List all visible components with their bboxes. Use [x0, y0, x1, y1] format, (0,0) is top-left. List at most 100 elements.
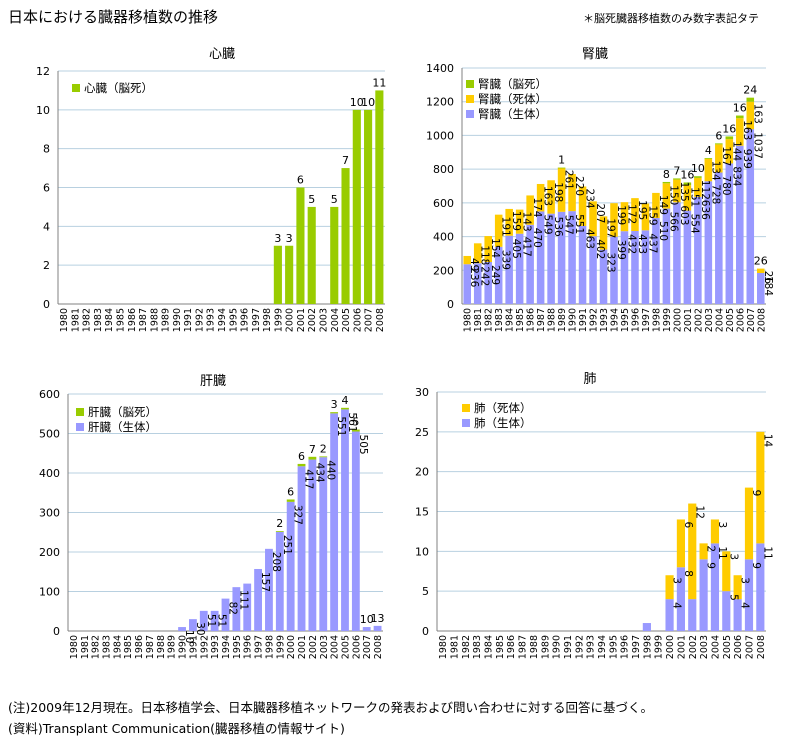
x-tick-label: 1996 — [620, 635, 631, 659]
data-label: 163 — [751, 104, 763, 124]
data-label: 4 — [705, 144, 712, 157]
bar-heart-0 — [330, 206, 339, 304]
x-tick-label: 1993 — [206, 308, 217, 332]
bar-liver-0 — [286, 501, 295, 631]
legend-label: 肝臓（脳死） — [88, 405, 157, 419]
bar-kidney-0 — [599, 249, 608, 304]
x-tick-label: 2006 — [351, 635, 362, 659]
data-label: 10 — [361, 96, 375, 109]
data-label: 636 — [699, 200, 711, 220]
data-label: 172 — [625, 204, 637, 224]
bar-liver-1 — [319, 456, 328, 458]
x-tick-label: 2003 — [704, 308, 715, 332]
x-tick-label: 1995 — [228, 308, 239, 332]
bar-kidney-0 — [547, 213, 555, 304]
bar-lung-0 — [722, 591, 731, 631]
bar-kidney-0 — [484, 262, 492, 304]
y-tick-label: 300 — [39, 507, 60, 520]
chart-title: 腎臓 — [582, 47, 608, 62]
x-tick-label: 1982 — [91, 635, 102, 659]
y-tick-label: 5 — [422, 585, 429, 598]
data-label: 10 — [183, 630, 195, 643]
data-label: 198 — [552, 182, 564, 202]
data-label: 4 — [671, 602, 683, 609]
y-tick-label: 0 — [43, 298, 50, 311]
legend-label: 肺（死体） — [474, 401, 532, 415]
x-tick-label: 1997 — [641, 308, 652, 332]
data-label: 191 — [500, 217, 512, 237]
x-tick-label: 2007 — [364, 308, 375, 332]
x-tick-label: 2003 — [699, 635, 710, 659]
bar-kidney-1 — [526, 195, 534, 225]
data-label: 234 — [584, 189, 596, 209]
x-tick-label: 1990 — [552, 635, 563, 659]
data-label: 82 — [227, 602, 239, 615]
data-label: 13 — [371, 612, 385, 625]
x-tick-label: 1991 — [578, 308, 589, 332]
x-tick-label: 1985 — [116, 308, 127, 332]
x-tick-label: 1980 — [438, 635, 449, 659]
bar-liver-1 — [308, 456, 317, 460]
bar-kidney-0 — [473, 263, 482, 304]
data-label: 149 — [657, 195, 669, 215]
data-label: 143 — [521, 212, 533, 232]
x-tick-label: 1981 — [70, 308, 81, 332]
bar-liver-1 — [275, 531, 284, 532]
x-tick-label: 2000 — [665, 635, 676, 659]
bar-kidney-0 — [683, 210, 692, 304]
bar-kidney-0 — [641, 230, 650, 304]
legend-swatch — [462, 419, 470, 427]
data-label: 16 — [680, 168, 694, 181]
bar-kidney-0 — [694, 196, 702, 304]
x-tick-label: 2000 — [672, 308, 683, 332]
x-tick-label: 2008 — [756, 635, 767, 659]
data-label: 150 — [667, 185, 679, 205]
data-label: 834 — [730, 166, 742, 186]
bar-kidney-1 — [599, 216, 608, 250]
bar-heart-0 — [364, 109, 373, 304]
data-label: 536 — [552, 217, 564, 237]
data-label: 7 — [342, 154, 349, 167]
bar-liver-0 — [210, 610, 219, 631]
bar-heart-0 — [375, 90, 384, 305]
data-label: 7 — [673, 164, 680, 177]
x-tick-label: 1993 — [599, 308, 610, 332]
bar-heart-0 — [296, 187, 305, 304]
bar-kidney-0 — [620, 231, 629, 304]
data-label: 144 — [730, 141, 742, 161]
bar-kidney-1 — [631, 198, 639, 232]
data-label: 3 — [286, 232, 293, 245]
y-tick-label: 200 — [39, 546, 60, 559]
x-tick-label: 2003 — [318, 308, 329, 332]
x-tick-label: 1998 — [262, 308, 273, 332]
bar-kidney-1 — [683, 185, 692, 211]
data-label: 2 — [320, 442, 327, 455]
data-label: 6 — [297, 174, 304, 187]
bar-kidney-1 — [694, 177, 702, 197]
x-tick-label: 1992 — [589, 308, 600, 332]
bar-kidney-2 — [725, 136, 734, 140]
x-tick-label: 1992 — [199, 635, 210, 659]
data-label: 3 — [739, 577, 751, 584]
data-label: 6 — [298, 450, 305, 463]
x-tick-label: 1991 — [188, 635, 199, 659]
data-label: 26 — [754, 255, 768, 268]
data-label: 437 — [646, 233, 658, 253]
x-tick-label: 1994 — [597, 635, 608, 659]
bar-lung-1 — [722, 551, 731, 592]
x-tick-label: 1996 — [240, 308, 251, 332]
bar-kidney-0 — [536, 211, 545, 304]
data-label: 207 — [594, 203, 606, 223]
data-label: 11 — [716, 546, 728, 559]
bar-kidney-2 — [704, 158, 713, 159]
bar-liver-0 — [199, 610, 208, 631]
x-tick-label: 2004 — [330, 635, 341, 659]
data-label: 163 — [741, 120, 753, 140]
x-tick-label: 2007 — [744, 635, 755, 659]
y-tick-label: 0 — [447, 298, 454, 311]
data-label: 7 — [309, 443, 316, 456]
data-label: 9 — [750, 562, 762, 569]
x-tick-label: 1991 — [563, 635, 574, 659]
bar-lung-0 — [699, 559, 708, 631]
